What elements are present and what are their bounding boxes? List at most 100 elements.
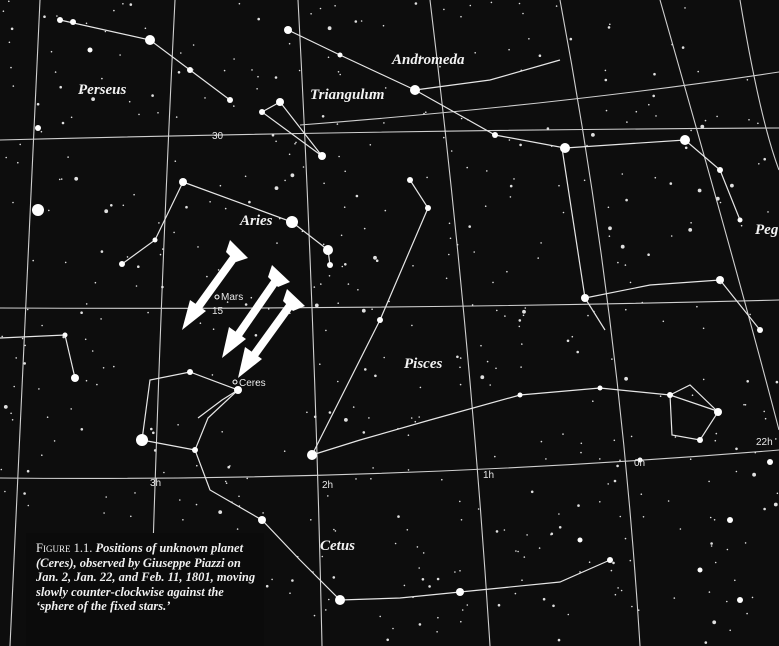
faint-star [471,304,474,306]
faint-star [384,87,387,89]
ra-label-22h: 22h [756,437,773,448]
faint-star [85,22,88,25]
faint-star [599,458,601,460]
faint-star [522,12,524,15]
faint-star [735,447,738,451]
faint-star [397,515,400,518]
pisces-circlet [669,384,719,441]
faint-star [708,480,710,483]
faint-star [276,242,278,244]
faint-star [344,418,348,422]
faint-star [62,335,65,339]
faint-star [94,281,97,284]
faint-star [670,235,673,237]
faint-star [343,206,346,208]
faint-star [504,315,506,317]
faint-star [459,500,461,503]
faint-star [486,170,488,172]
faint-star [631,605,633,608]
faint-star [225,482,228,485]
faint-star [763,507,766,511]
faint-star [23,362,27,365]
faint-star [32,259,34,262]
faint-star [710,542,713,545]
faint-star [26,308,29,311]
faint-star [271,578,273,581]
faint-star [416,546,419,548]
faint-star [338,155,340,158]
faint-star [523,556,526,558]
faint-star [58,178,61,181]
faint-star [530,490,534,494]
faint-star [613,479,617,483]
faint-star [248,200,251,204]
faint-star [128,100,131,103]
faint-star [298,69,301,72]
faint-star [274,76,278,79]
ra-line-0h [559,0,641,646]
arrow-jan-2 [182,240,248,330]
faint-star [477,508,480,510]
faint-star [655,115,657,117]
faint-star [152,431,155,435]
faint-star [607,206,610,209]
faint-star [13,385,15,388]
faint-star [80,311,83,315]
faint-star [80,428,84,431]
faint-star [43,15,46,18]
faint-star [605,109,608,112]
faint-star [726,600,728,603]
faint-star [5,156,7,159]
faint-star [233,105,235,107]
faint-star [480,375,485,380]
faint-star [294,143,296,145]
faint-star [113,9,115,12]
faint-star [332,576,336,579]
faint-star [275,140,277,143]
faint-star [158,222,160,224]
faint-star [667,500,670,502]
faint-star [546,127,550,130]
faint-star [621,173,624,175]
faint-star [588,561,591,563]
faint-star [355,478,357,480]
arrow-jan-22 [222,265,290,358]
faint-star [642,516,645,518]
faint-star [418,567,421,569]
faint-star [336,123,339,125]
faint-star [226,301,229,303]
faint-star [712,620,717,625]
faint-star [744,542,747,544]
faint-star [209,201,211,203]
faint-star [537,257,539,259]
faint-star [122,3,124,5]
faint-star [320,283,322,285]
observation-arrows [182,240,305,378]
faint-star [697,188,702,193]
faint-star [382,24,385,27]
faint-star [238,505,241,507]
faint-star [339,73,342,76]
faint-star [620,589,623,592]
faint-star [460,620,462,623]
faint-star [496,309,498,312]
ra-line-22h [659,0,779,431]
faint-star [586,144,588,147]
faint-star [629,559,632,562]
faint-star [8,41,11,44]
faint-star [411,324,413,327]
faint-star [364,368,367,371]
faint-star [674,436,677,438]
faint-star [569,37,573,41]
faint-star [715,432,718,435]
faint-star [489,384,492,386]
faint-star [443,136,445,139]
faint-star [236,528,239,530]
faint-star [744,404,747,406]
faint-star [567,613,570,616]
faint-star [10,27,14,31]
faint-star [557,638,561,642]
faint-star [334,530,337,532]
faint-star [306,411,308,414]
